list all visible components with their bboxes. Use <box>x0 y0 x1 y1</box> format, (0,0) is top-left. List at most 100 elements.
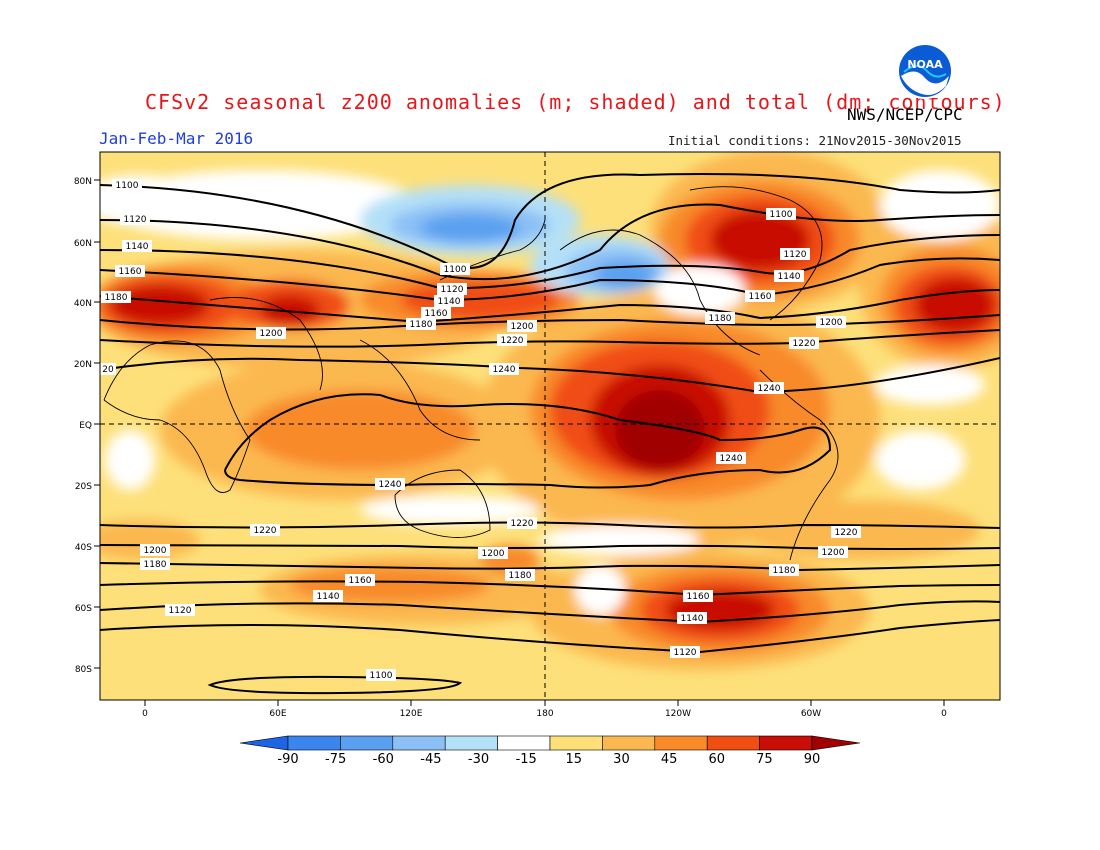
svg-text:1180: 1180 <box>410 320 433 330</box>
colorbar-tick-label: 15 <box>566 752 583 767</box>
contour-label: 1120 <box>780 248 810 260</box>
colorbar-segment <box>497 735 551 751</box>
colorbar-tick-label: 60 <box>708 752 725 767</box>
contour-label: 1100 <box>440 263 470 275</box>
chart-title: CFSv2 seasonal z200 anomalies (m; shaded… <box>145 90 1006 114</box>
svg-text:1240: 1240 <box>379 480 402 490</box>
contour-label: 1160 <box>115 265 145 277</box>
contour-label: 1200 <box>140 544 170 556</box>
svg-text:1200: 1200 <box>482 549 505 559</box>
contour-label: 1220 <box>831 526 861 538</box>
contour-label: 1180 <box>101 291 131 303</box>
svg-text:1120: 1120 <box>441 285 464 295</box>
svg-text:1160: 1160 <box>119 267 142 277</box>
contour-label: 1120 <box>437 283 467 295</box>
svg-text:1120: 1120 <box>124 215 147 225</box>
contour-label: 1140 <box>434 295 464 307</box>
contour-label: 1220 <box>507 517 537 529</box>
svg-text:1160: 1160 <box>687 592 710 602</box>
lat-label: 20S <box>75 482 92 492</box>
svg-text:1200: 1200 <box>260 329 283 339</box>
contour-label: 1160 <box>683 590 713 602</box>
contour-label: 1180 <box>140 558 170 570</box>
colorbar-end-right <box>811 735 861 751</box>
contour-label: 1140 <box>774 270 804 282</box>
lon-label: 0 <box>941 709 947 719</box>
svg-text:1200: 1200 <box>822 548 845 558</box>
colorbar-tick-label: -90 <box>277 752 298 767</box>
colorbar-legend: -90 -75 -60 -45 -30 -15 15 30 45 60 75 90 <box>239 735 861 767</box>
colorbar-segment <box>549 735 603 751</box>
svg-text:1220: 1220 <box>793 339 816 349</box>
svg-text:1240: 1240 <box>720 454 743 464</box>
contour-label: 1180 <box>705 312 735 324</box>
contour-label: 1200 <box>816 316 846 328</box>
lat-label: 60S <box>75 604 92 614</box>
svg-text:1140: 1140 <box>317 592 340 602</box>
contour-label: 1200 <box>507 320 537 332</box>
organization-label: NWS/NCEP/CPC <box>847 105 963 124</box>
lon-label: 0 <box>142 709 148 719</box>
colorbar-tick-label: -75 <box>325 752 346 767</box>
contour-label: 1200 <box>256 327 286 339</box>
svg-text:1180: 1180 <box>773 566 796 576</box>
lon-label: 180 <box>536 709 553 719</box>
svg-text:1140: 1140 <box>126 242 149 252</box>
plot-frame <box>99 151 1001 701</box>
svg-text:1100: 1100 <box>444 265 467 275</box>
contour-label: 1120 <box>670 646 700 658</box>
contour-label: 1100 <box>766 208 796 220</box>
colorbar-tick-label: -30 <box>468 752 489 767</box>
svg-text:1120: 1120 <box>674 648 697 658</box>
svg-text:20: 20 <box>102 365 114 375</box>
lat-label: 20N <box>74 360 92 370</box>
svg-text:1140: 1140 <box>778 272 801 282</box>
svg-text:1120: 1120 <box>169 606 192 616</box>
contour-label: 1140 <box>677 612 707 624</box>
colorbar-tick-label: 90 <box>804 752 821 767</box>
svg-text:1240: 1240 <box>493 365 516 375</box>
colorbar-tick-label: -45 <box>420 752 441 767</box>
svg-text:1220: 1220 <box>511 519 534 529</box>
contour-label: 1100 <box>366 669 396 681</box>
contour-label: 1240 <box>716 452 746 464</box>
lat-label: 80N <box>74 177 92 187</box>
svg-text:1100: 1100 <box>116 181 139 191</box>
svg-text:1100: 1100 <box>370 671 393 681</box>
colorbar-tick-label: -15 <box>516 752 537 767</box>
contour-label: 1140 <box>122 240 152 252</box>
latitude-axis: 80N 60N 40N 20N EQ 20S 40S 60S 80S <box>74 177 100 675</box>
contour-label: 1160 <box>745 290 775 302</box>
colorbar-segment <box>392 735 446 751</box>
svg-text:1200: 1200 <box>820 318 843 328</box>
colorbar-segment <box>444 735 498 751</box>
contour-label: 1160 <box>421 307 451 319</box>
colorbar-tick-label: -60 <box>373 752 394 767</box>
colorbar-end-left <box>239 735 289 751</box>
colorbar-segment <box>759 735 813 751</box>
svg-text:1220: 1220 <box>835 528 858 538</box>
longitude-axis: 0 60E 120E 180 120W 60W 0 <box>142 700 947 719</box>
contour-label: 1200 <box>818 546 848 558</box>
lat-label: 40N <box>74 299 92 309</box>
colorbar-tick-label: 75 <box>756 752 773 767</box>
svg-text:1160: 1160 <box>749 292 772 302</box>
svg-text:1200: 1200 <box>511 322 534 332</box>
lat-label: 60N <box>74 239 92 249</box>
svg-text:1180: 1180 <box>509 571 532 581</box>
noaa-logo: NOAA <box>896 42 954 100</box>
lat-label: 40S <box>75 543 92 553</box>
colorbar-segment <box>602 735 656 751</box>
colorbar-segment <box>706 735 760 751</box>
contour-label: 1180 <box>406 318 436 330</box>
contour-label: 1220 <box>497 334 527 346</box>
lon-label: 60W <box>801 709 821 719</box>
svg-text:1220: 1220 <box>254 526 277 536</box>
shaded-anomaly-field <box>100 152 1000 700</box>
contour-label: 1240 <box>489 363 519 375</box>
svg-text:1180: 1180 <box>144 560 167 570</box>
contour-label: 1160 <box>345 574 375 586</box>
lat-label: 80S <box>75 665 92 675</box>
contour-label: 20 <box>100 363 116 375</box>
svg-text:1140: 1140 <box>438 297 461 307</box>
